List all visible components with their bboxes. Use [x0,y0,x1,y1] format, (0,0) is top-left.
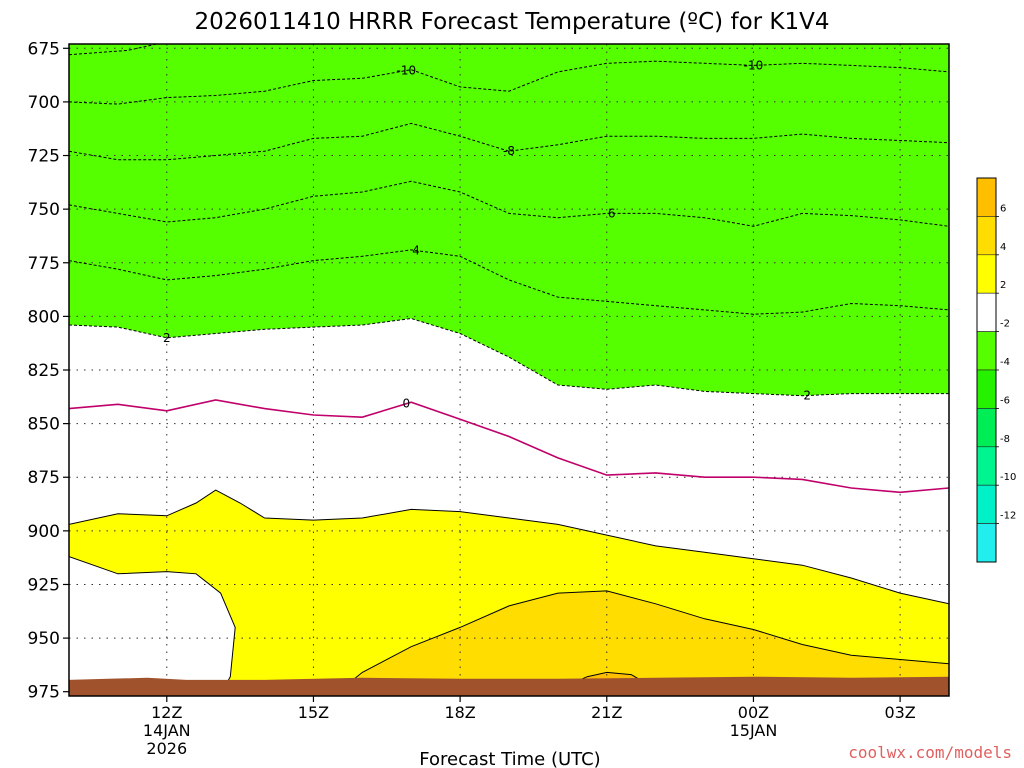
x-tick-label-00Z: 00Z [738,703,769,722]
contour-label-6-0: 0 [403,397,411,411]
y-axis: 675 700 725 750 775 800 825 850 875 900 925 950 975 [28,39,69,703]
colorbar-swatch-5 [976,369,997,409]
y-tick-label-700: 700 [28,93,60,113]
band-minus4 [69,44,949,396]
x-tick-date-12Z: 14JAN [143,721,191,740]
colorbar-label-8: -12 [1000,511,1016,522]
y-tick-label-825: 825 [28,361,60,381]
colorbar-swatch-2 [976,254,997,294]
colorbar-swatch-9 [976,523,997,563]
contour-label-5-0: 2 [163,331,171,345]
colorbar-label-4: -4 [1000,357,1010,368]
colorbar-label-5: -6 [1000,395,1010,406]
contour-line-plus4-9 [332,590,949,696]
contour-label-3-0: 6 [608,206,616,220]
contour-line-plus2-7 [69,489,949,605]
y-tick-label-725: 725 [28,147,60,167]
y-tick-label-875: 875 [28,468,60,488]
y-tick-label-800: 800 [28,307,60,327]
y-tick-label-925: 925 [28,575,60,595]
contour-line-plus2-8 [69,556,236,695]
contour-label-4-0: 4 [412,244,420,258]
y-tick-label-850: 850 [28,415,60,435]
colorbar-swatch-0 [976,177,997,217]
colorbar-label-3: -2 [1000,319,1010,330]
contour-line-minus10-1 [69,60,949,105]
contour-label-1-1: -10 [744,58,764,72]
y-tick-label-675: 675 [28,39,60,59]
colorbar-swatch-3 [976,292,997,332]
chart-title: 2026011410 HRRR Forecast Temperature (ºC… [194,9,829,35]
contour-label-5-1: 2 [803,389,811,403]
y-tick-label-975: 975 [28,683,60,703]
colorbar-swatch-6 [976,408,997,448]
contour-label-2-0: -8 [503,144,515,158]
band-white-pocket [69,556,236,696]
x-tick-label-18Z: 18Z [444,703,475,722]
colorbar-label-1: 4 [1000,242,1006,253]
contour-line-minus8-2 [69,122,949,161]
colorbar-swatch-8 [976,484,997,524]
y-tick-label-900: 900 [28,522,60,542]
plot-area [69,44,949,696]
credit-text: coolwx.com/models [848,743,1012,762]
colorbar-label-2: 2 [1000,280,1006,291]
y-tick-label-750: 750 [28,200,60,220]
colorbar-swatch-4 [976,331,997,371]
colorbar-swatch-1 [976,216,997,256]
x-tick-year-12Z: 2026 [146,739,187,758]
x-tick-label-03Z: 03Z [884,703,915,722]
colorbar-frame [976,177,997,563]
colorbar-label-0: 6 [1000,203,1006,214]
x-axis-label: Forecast Time (UTC) [419,749,600,768]
contour-line-minus2-5 [69,317,949,397]
colorbar-label-7: -10 [1000,472,1016,483]
colorbar-legend: 6 4 2 -2 -4 -6 -8 -10 -12 [976,177,1016,563]
x-tick-label-12Z: 12Z [151,703,182,722]
y-tick-label-950: 950 [28,629,60,649]
x-tick-date-00Z: 15JAN [730,721,778,740]
contour-line-plus0-6 [69,399,949,494]
ground-terrain [69,676,949,696]
x-tick-label-15Z: 15Z [298,703,329,722]
y-tick-label-775: 775 [28,254,60,274]
contour-line-minus6-3 [69,180,949,227]
band-plus4 [333,590,949,696]
contour-line-minus4-4 [69,249,949,315]
colorbar-swatch-7 [976,446,997,486]
contour-label-1-0: -10 [397,64,417,78]
x-tick-label-21Z: 21Z [591,703,622,722]
contour-labels: -10 -10 -8 6 4 2 2 0 [163,58,811,410]
colorbar-label-6: -8 [1000,434,1010,445]
